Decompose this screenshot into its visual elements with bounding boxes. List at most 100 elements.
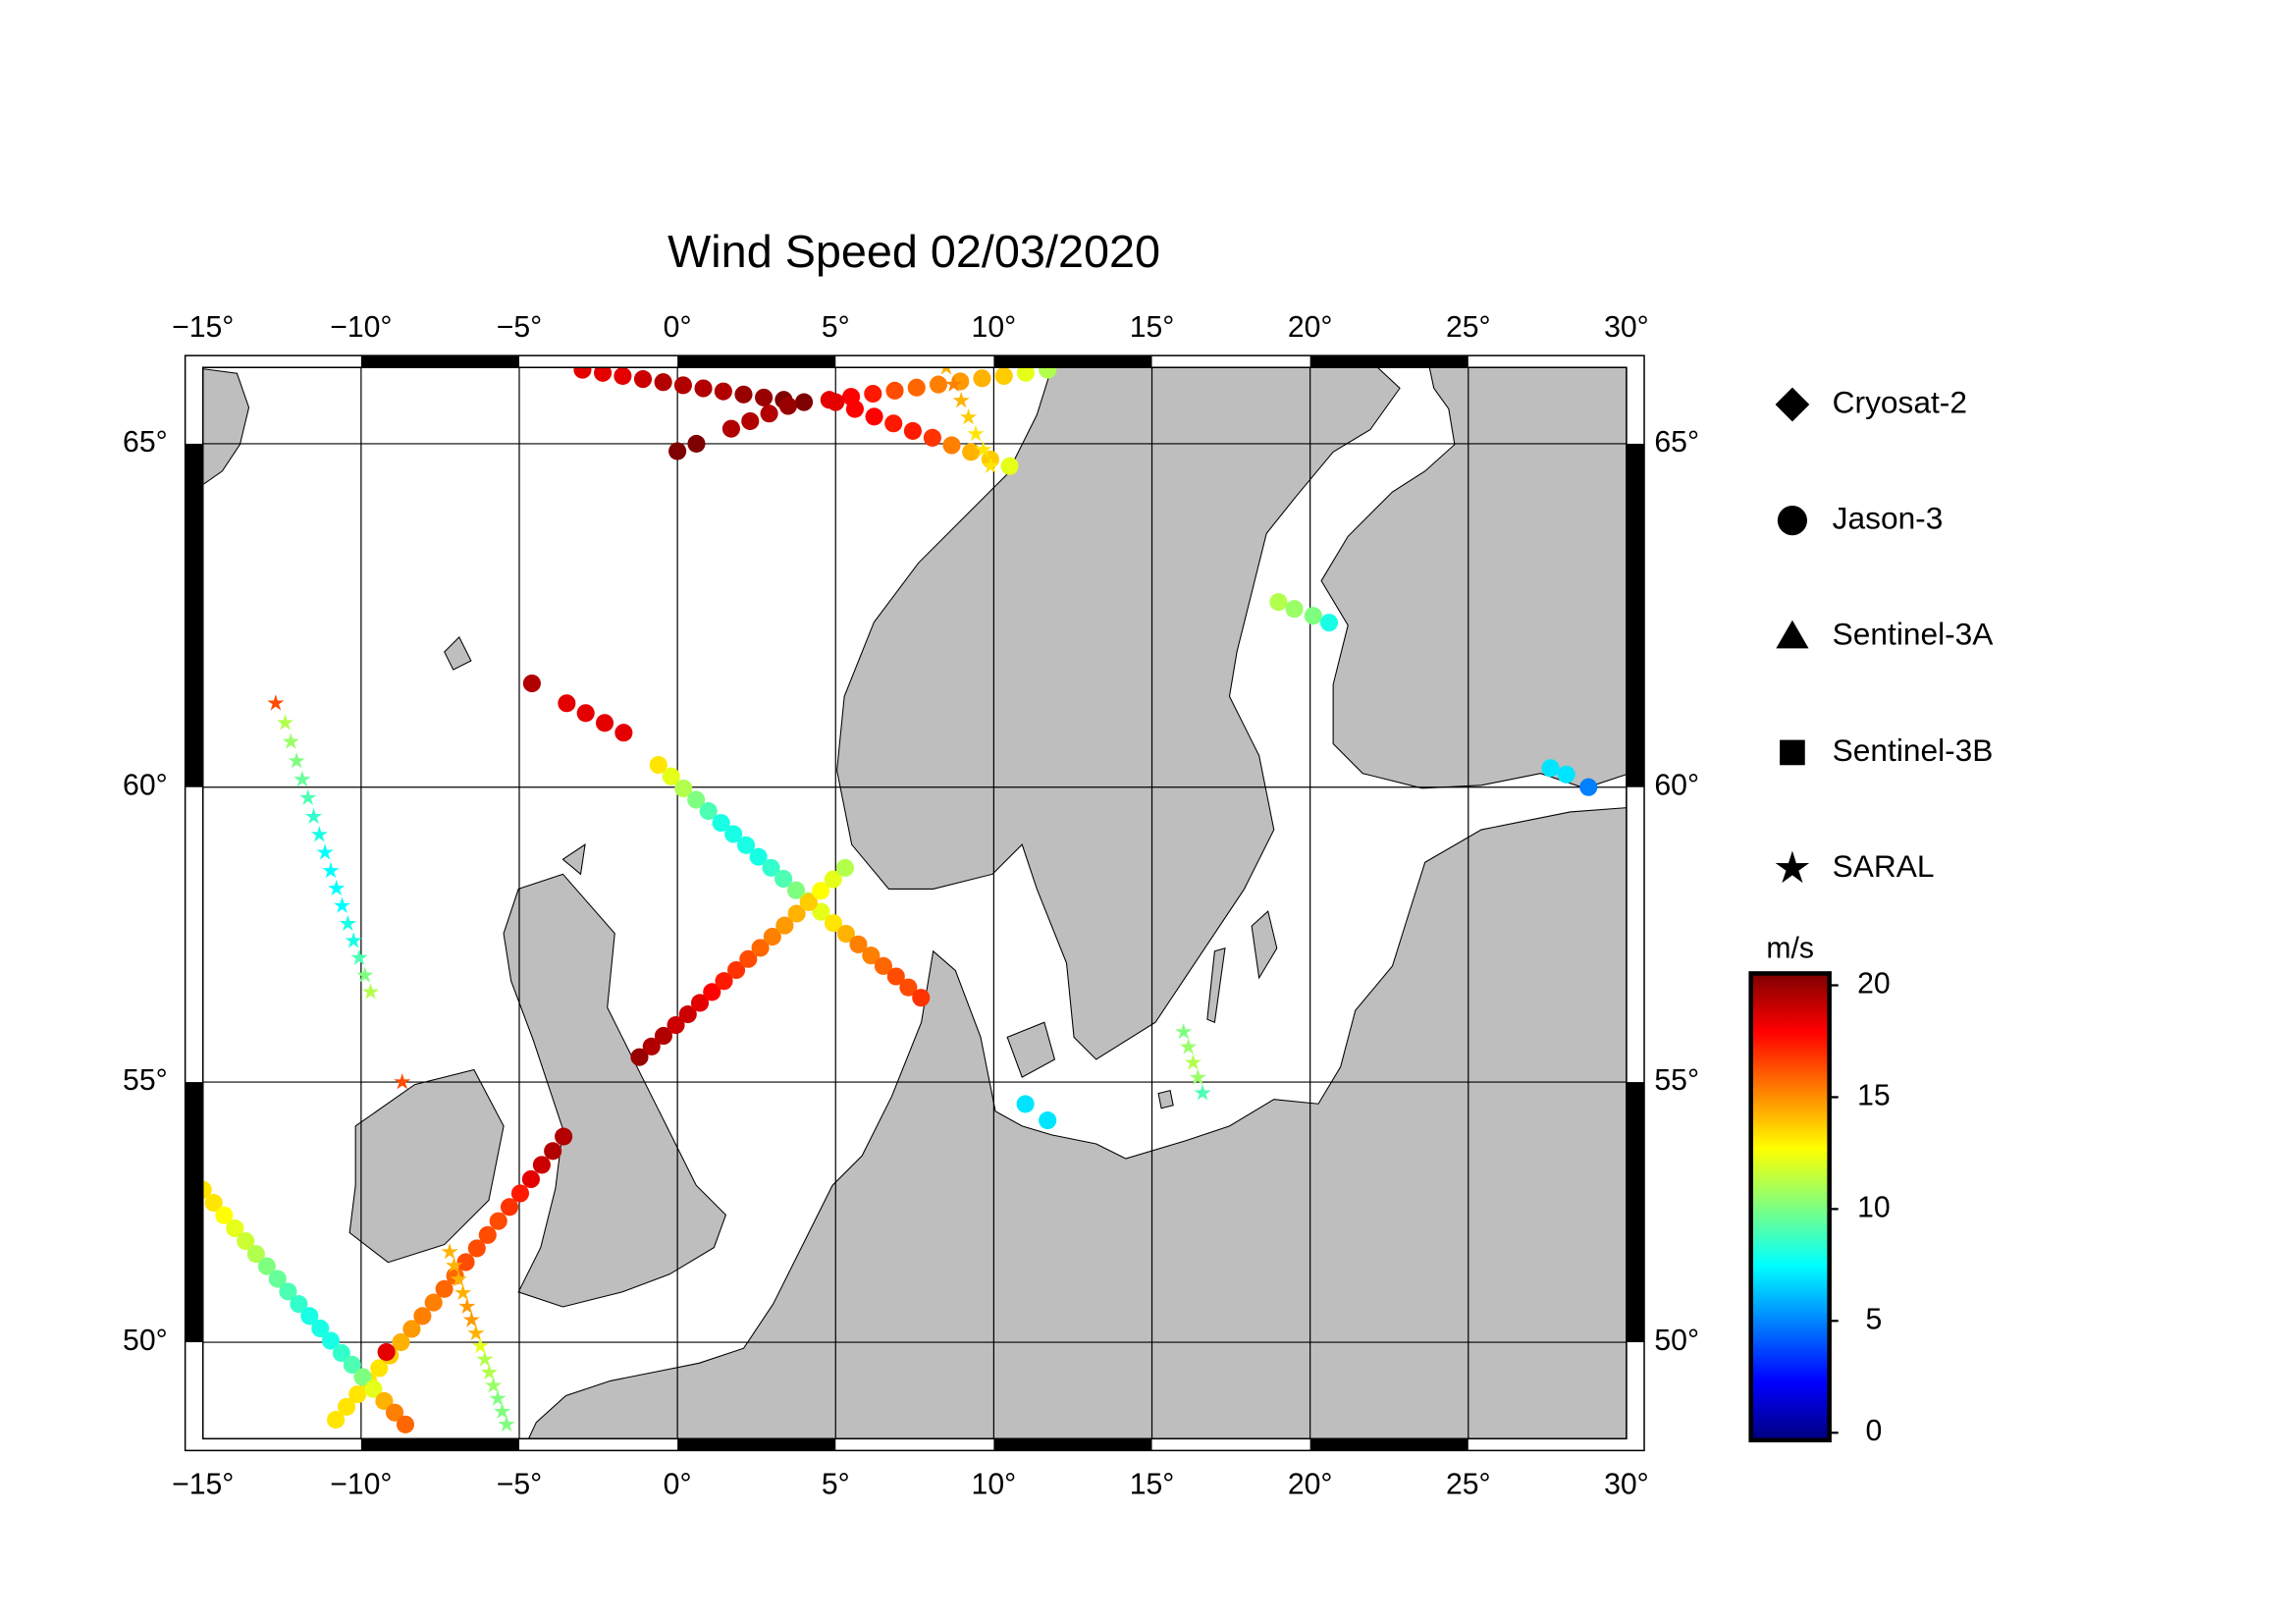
- wind-point: [375, 1391, 394, 1410]
- wind-point: [215, 1206, 234, 1224]
- wind-point: [835, 858, 854, 877]
- wind-point: [630, 1048, 649, 1066]
- wind-point: [763, 927, 781, 947]
- wind-point: [392, 1332, 410, 1352]
- wind-point: [975, 440, 992, 458]
- wind-point: [751, 939, 770, 957]
- wind-point: [394, 1073, 411, 1090]
- wind-point: [300, 1307, 319, 1325]
- wind-point: [836, 924, 855, 944]
- wind-point: [458, 1297, 476, 1315]
- wind-point: [694, 379, 713, 398]
- wind-point: [333, 896, 351, 913]
- wind-point: [712, 814, 730, 833]
- wind-point: [202, 1180, 212, 1199]
- x-tick-label: 10°: [972, 311, 1017, 344]
- wind-point: [339, 914, 356, 932]
- wind-point: [555, 1127, 573, 1146]
- wind-point: [1579, 778, 1598, 796]
- map-title: Wind Speed 02/03/2020: [667, 226, 1160, 277]
- x-tick-label: 20°: [1288, 311, 1333, 344]
- wind-point: [973, 369, 991, 388]
- wind-point: [885, 381, 904, 400]
- wind-point: [912, 989, 931, 1007]
- wind-point: [886, 967, 905, 986]
- wind-point: [1541, 759, 1560, 778]
- continent: [527, 807, 1627, 1439]
- wind-point: [690, 994, 710, 1012]
- wind-point: [332, 1343, 350, 1363]
- wind-point: [668, 442, 687, 460]
- legend-marker: [1780, 739, 1805, 766]
- x-tick-label: 0°: [664, 1469, 692, 1501]
- wind-point: [1194, 1084, 1211, 1101]
- wind-point: [462, 1311, 480, 1327]
- wind-point: [343, 1355, 361, 1375]
- wind-point: [864, 384, 882, 404]
- legend-marker: [1775, 387, 1810, 422]
- wind-point: [824, 914, 843, 933]
- x-tick-label: 5°: [822, 1469, 850, 1501]
- wind-point: [467, 1239, 486, 1258]
- wind-point: [521, 1169, 540, 1189]
- wind-point: [923, 428, 941, 447]
- wind-point: [903, 421, 922, 440]
- wind-point: [510, 1184, 530, 1203]
- frame-inner: [201, 366, 1628, 1440]
- frame-bar: [185, 443, 203, 787]
- wind-point: [812, 882, 830, 900]
- x-tick-label: 25°: [1446, 1469, 1491, 1501]
- wind-point: [257, 1257, 276, 1275]
- wind-point: [484, 1377, 503, 1393]
- wind-point: [862, 947, 881, 965]
- frame-bar: [1626, 443, 1645, 787]
- wind-point: [1269, 593, 1288, 612]
- wind-point: [678, 1005, 697, 1024]
- wind-point: [290, 1295, 308, 1314]
- wind-point: [467, 1324, 485, 1341]
- wind-point: [316, 843, 334, 860]
- wind-point: [1016, 1095, 1035, 1113]
- wind-point: [361, 983, 380, 1000]
- frame-bar: [360, 1438, 519, 1451]
- wind-point: [667, 1015, 685, 1035]
- wind-point: [734, 385, 753, 404]
- wind-point: [321, 1331, 340, 1350]
- wind-point: [454, 1283, 472, 1301]
- wind-point: [786, 881, 806, 899]
- wind-point: [337, 1397, 356, 1416]
- wind-point: [907, 378, 926, 397]
- wind-point: [1039, 367, 1057, 379]
- wind-point: [662, 767, 680, 785]
- wind-point: [311, 1319, 330, 1338]
- wind-point: [356, 966, 374, 983]
- wind-point: [1304, 607, 1322, 625]
- wind-point: [749, 847, 768, 866]
- wind-point: [237, 1232, 255, 1251]
- wind-point: [310, 826, 328, 842]
- colorbar-tick-label: 0: [1866, 1415, 1883, 1447]
- wind-point: [1000, 457, 1019, 475]
- legend-label: Sentinel-3B: [1833, 732, 1994, 768]
- x-tick-label: −10°: [330, 311, 392, 344]
- wind-point: [424, 1293, 443, 1312]
- frame-bar: [360, 355, 519, 368]
- wind-point: [1184, 1054, 1202, 1070]
- wind-point: [929, 375, 948, 394]
- wind-point: [446, 1257, 463, 1273]
- wind-point: [699, 802, 718, 821]
- wind-point: [576, 704, 595, 723]
- wind-point: [304, 807, 323, 825]
- wind-point: [480, 1363, 498, 1380]
- frame-bar: [1309, 355, 1468, 368]
- wind-point: [413, 1307, 432, 1325]
- legend-label: SARAL: [1833, 848, 1935, 884]
- wind-point: [1189, 1068, 1206, 1085]
- wind-point: [614, 367, 632, 385]
- wind-point: [703, 983, 721, 1001]
- wind-point: [827, 393, 845, 411]
- wind-point: [1285, 600, 1304, 619]
- wind-point: [1179, 1038, 1198, 1055]
- wind-point: [737, 836, 756, 854]
